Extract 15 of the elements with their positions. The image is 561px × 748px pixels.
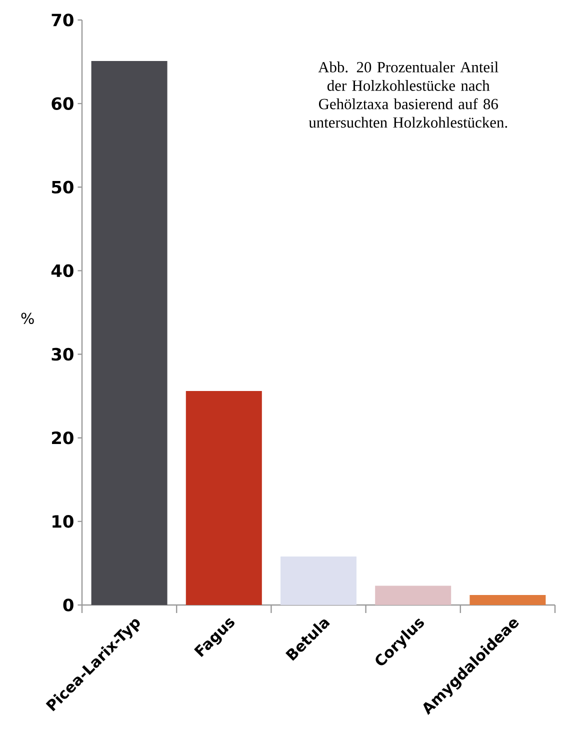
bar <box>186 391 262 605</box>
y-tick-label: 0 <box>63 598 74 612</box>
y-tick-label: 30 <box>52 348 74 361</box>
bar <box>470 594 546 605</box>
y-tick-label: 20 <box>52 431 74 444</box>
y-axis-title: % <box>21 312 34 324</box>
y-tick-label: 50 <box>52 180 74 194</box>
annotation: Abb. 20 Prozentualer Anteil der Holzkohlestücke nach Gehölztaxa basierend auf 86 untersuchten Holzkohlestücken. <box>308 62 508 128</box>
y-tick-label: 60 <box>52 97 74 110</box>
y-tick-label: 10 <box>52 515 74 528</box>
y-tick-label: 70 <box>52 14 74 26</box>
bar <box>91 60 168 605</box>
bar <box>375 586 452 605</box>
bar <box>280 556 356 605</box>
y-tick-label: 40 <box>51 264 74 278</box>
